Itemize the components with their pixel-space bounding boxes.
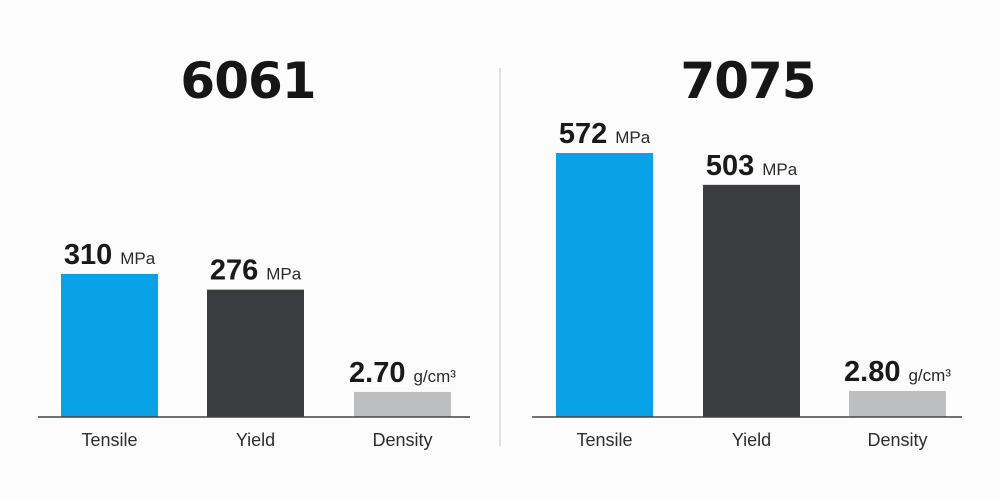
- value-number: 2.70: [349, 357, 405, 389]
- value-number: 503: [706, 150, 754, 182]
- panel-6061: 6061 310 MPa Tensile 276 MPa Yield 2.70 g/cm³ Den…: [38, 52, 470, 450]
- value-unit: g/cm³: [413, 367, 456, 386]
- value-label-density: 2.70 g/cm³: [349, 357, 456, 389]
- value-unit: MPa: [120, 249, 156, 268]
- category-label-density: Density: [867, 430, 927, 450]
- category-label-tensile: Tensile: [81, 430, 137, 450]
- value-number: 310: [64, 239, 112, 271]
- value-label-yield: 276 MPa: [210, 255, 302, 287]
- value-number: 276: [210, 255, 258, 287]
- bar-density: [354, 391, 451, 417]
- category-label-yield: Yield: [236, 430, 275, 450]
- panel-title: 6061: [180, 52, 315, 110]
- bar-density: [849, 391, 946, 417]
- bar-yield: [207, 289, 304, 417]
- value-unit: MPa: [266, 265, 302, 284]
- category-label-density: Density: [372, 430, 432, 450]
- value-label-tensile: 572 MPa: [559, 118, 651, 150]
- panel-7075: 7075 572 MPa Tensile 503 MPa Yield 2.80 g/cm³ Den…: [532, 52, 962, 450]
- value-label-yield: 503 MPa: [706, 150, 798, 182]
- value-label-density: 2.80 g/cm³: [844, 356, 951, 388]
- panel-title: 7075: [680, 52, 815, 110]
- value-number: 572: [559, 118, 607, 150]
- value-unit: MPa: [762, 160, 798, 179]
- bar-tensile: [556, 153, 653, 417]
- value-label-tensile: 310 MPa: [64, 239, 156, 271]
- bar-yield: [703, 184, 800, 417]
- category-label-yield: Yield: [732, 430, 771, 450]
- category-label-tensile: Tensile: [576, 430, 632, 450]
- bar-tensile: [61, 273, 158, 417]
- value-unit: g/cm³: [908, 366, 951, 385]
- value-number: 2.80: [844, 356, 900, 388]
- value-unit: MPa: [615, 128, 651, 147]
